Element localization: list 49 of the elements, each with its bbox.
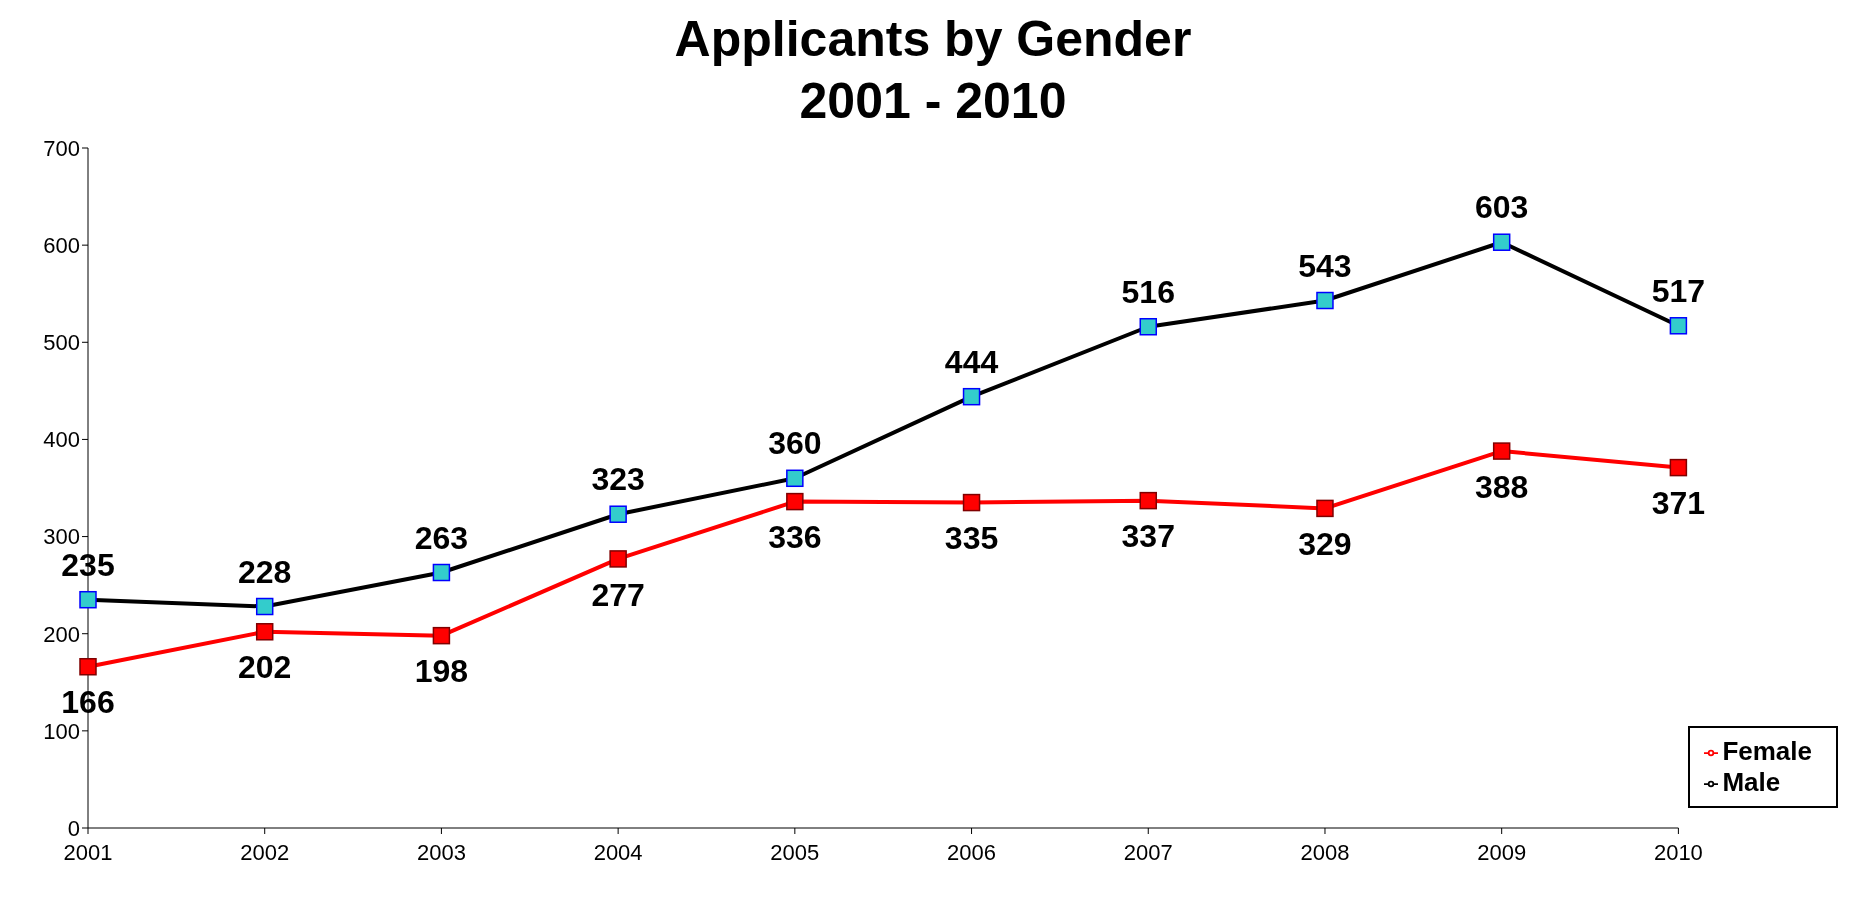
data-label: 603 bbox=[1474, 189, 1529, 226]
point bbox=[1492, 442, 1511, 460]
point bbox=[1139, 491, 1158, 510]
y-tick-label: 700 bbox=[43, 135, 80, 161]
data-label: 263 bbox=[414, 519, 469, 556]
y-tick-label: 200 bbox=[43, 621, 80, 647]
y-tick-label: 500 bbox=[43, 330, 80, 356]
point bbox=[1316, 499, 1334, 518]
data-label: 323 bbox=[591, 461, 645, 498]
data-label: 336 bbox=[768, 519, 822, 556]
data-label: 517 bbox=[1651, 272, 1706, 309]
data-label: 337 bbox=[1121, 518, 1175, 555]
point bbox=[786, 492, 804, 511]
point bbox=[609, 550, 627, 568]
y-tick-label: 600 bbox=[43, 232, 80, 258]
data-label: 371 bbox=[1651, 485, 1706, 522]
legend-label: Female bbox=[1722, 736, 1812, 766]
legend-label: Male bbox=[1722, 767, 1781, 797]
x-tick-label: 2001 bbox=[63, 839, 113, 865]
chart-title: Applicants by Gender 2001 - 2010 bbox=[673, 10, 1193, 131]
data-label: 202 bbox=[238, 649, 292, 686]
point bbox=[432, 626, 451, 645]
data-label: 198 bbox=[414, 653, 469, 690]
x-tick-label: 2006 bbox=[947, 839, 997, 865]
y-tick-label: 100 bbox=[43, 718, 80, 744]
x-tick-label: 2002 bbox=[240, 839, 290, 865]
point bbox=[79, 657, 97, 676]
x-tick-label: 2010 bbox=[1653, 839, 1703, 865]
point bbox=[255, 623, 274, 641]
point bbox=[1669, 458, 1688, 477]
x-tick-label: 2003 bbox=[416, 839, 466, 865]
data-label: 388 bbox=[1474, 468, 1529, 505]
point bbox=[962, 493, 981, 512]
y-tick-label: 0 bbox=[67, 815, 80, 841]
x-tick-label: 2007 bbox=[1123, 839, 1173, 865]
y-tick-label: 400 bbox=[43, 427, 80, 453]
data-label: 335 bbox=[944, 520, 999, 557]
data-label: 277 bbox=[591, 576, 645, 613]
x-tick-label: 2008 bbox=[1300, 839, 1350, 865]
x-tick-label: 2004 bbox=[593, 839, 643, 865]
x-tick-label: 2009 bbox=[1477, 839, 1527, 865]
data-label: 444 bbox=[944, 343, 999, 380]
data-label: 360 bbox=[768, 425, 822, 462]
data-label: 516 bbox=[1121, 273, 1175, 310]
data-label: 228 bbox=[238, 553, 292, 590]
data-label: 543 bbox=[1298, 247, 1352, 284]
data-label: 166 bbox=[61, 684, 115, 721]
data-label: 329 bbox=[1298, 526, 1352, 563]
x-tick-label: 2005 bbox=[770, 839, 820, 865]
